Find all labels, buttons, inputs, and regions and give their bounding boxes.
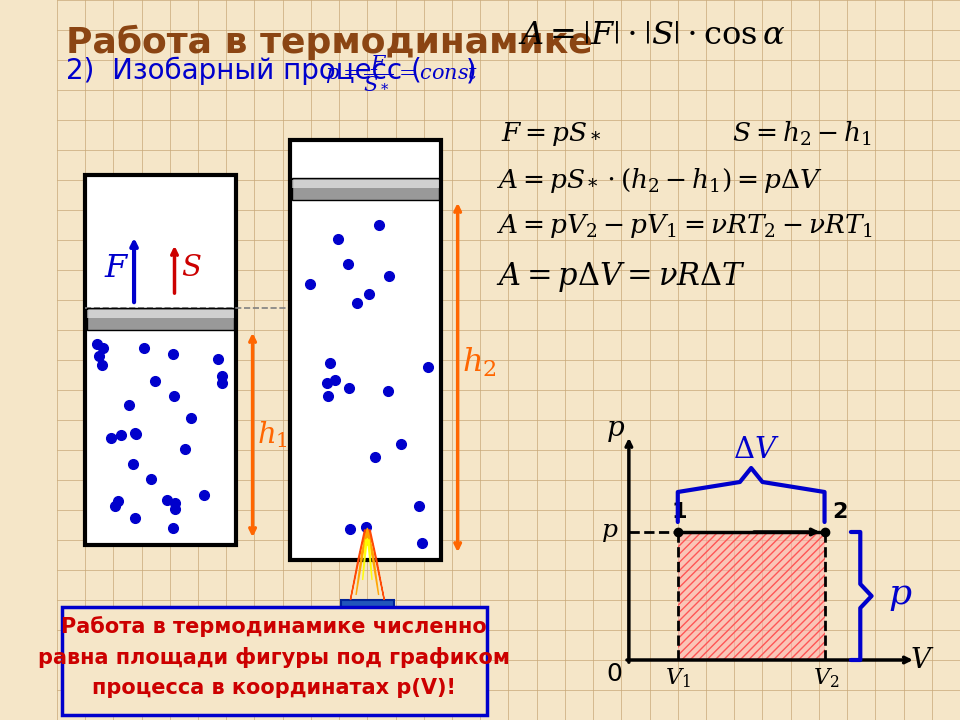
Bar xyxy=(61,607,487,715)
Text: $A = pV_2 - pV_1 = \nu RT_2 - \nu RT_1$: $A = pV_2 - pV_1 = \nu RT_2 - \nu RT_1$ xyxy=(496,212,873,240)
Text: $h_1$: $h_1$ xyxy=(257,420,288,451)
Text: $p$: $p$ xyxy=(606,416,625,444)
Bar xyxy=(85,175,235,545)
Text: $S$: $S$ xyxy=(181,254,202,282)
Polygon shape xyxy=(350,530,384,600)
Text: Работа в термодинамике: Работа в термодинамике xyxy=(66,25,593,60)
Text: $p = \dfrac{F}{S_*} = const$: $p = \dfrac{F}{S_*} = const$ xyxy=(325,54,478,91)
Text: 1: 1 xyxy=(672,502,687,522)
Text: $A = \left|F\right| \cdot \left|S\right| \cdot \cos\alpha$: $A = \left|F\right| \cdot \left|S\right|… xyxy=(517,20,785,51)
Text: $A = pS_*\cdot(h_2 - h_1) = p\Delta V$: $A = pS_*\cdot(h_2 - h_1) = p\Delta V$ xyxy=(496,166,823,195)
Text: $h_2$: $h_2$ xyxy=(463,346,497,379)
Text: $p$: $p$ xyxy=(601,520,619,544)
Text: $V_1$: $V_1$ xyxy=(665,666,690,690)
Text: $p$: $p$ xyxy=(888,579,912,613)
Text: ): ) xyxy=(467,57,477,85)
Text: $0$: $0$ xyxy=(606,662,622,686)
Text: $A =  p\Delta V = \nu R\Delta T$: $A = p\Delta V = \nu R\Delta T$ xyxy=(496,260,746,294)
Bar xyxy=(290,140,441,560)
Text: $\Delta V$: $\Delta V$ xyxy=(732,436,780,464)
Bar xyxy=(341,600,394,625)
Bar xyxy=(87,308,234,330)
Text: 2: 2 xyxy=(832,502,848,522)
Text: $V_2$: $V_2$ xyxy=(813,666,840,690)
Polygon shape xyxy=(356,528,378,595)
Bar xyxy=(678,532,825,660)
Text: Работа в термодинамике численно
равна площади фигуры под графиком
процесса в коо: Работа в термодинамике численно равна пл… xyxy=(38,616,510,698)
Ellipse shape xyxy=(339,618,396,632)
Bar xyxy=(292,180,439,188)
Text: $F = pS_*$: $F = pS_*$ xyxy=(501,120,601,148)
Bar xyxy=(87,310,234,318)
Bar xyxy=(678,532,825,660)
Text: $V$: $V$ xyxy=(910,646,935,674)
Polygon shape xyxy=(363,538,372,580)
Text: $S = h_2 - h_1$: $S = h_2 - h_1$ xyxy=(732,120,873,148)
Bar xyxy=(292,178,439,200)
Text: 2)  Изобарный процесс (: 2) Изобарный процесс ( xyxy=(66,57,422,86)
Text: $F$: $F$ xyxy=(104,253,130,284)
